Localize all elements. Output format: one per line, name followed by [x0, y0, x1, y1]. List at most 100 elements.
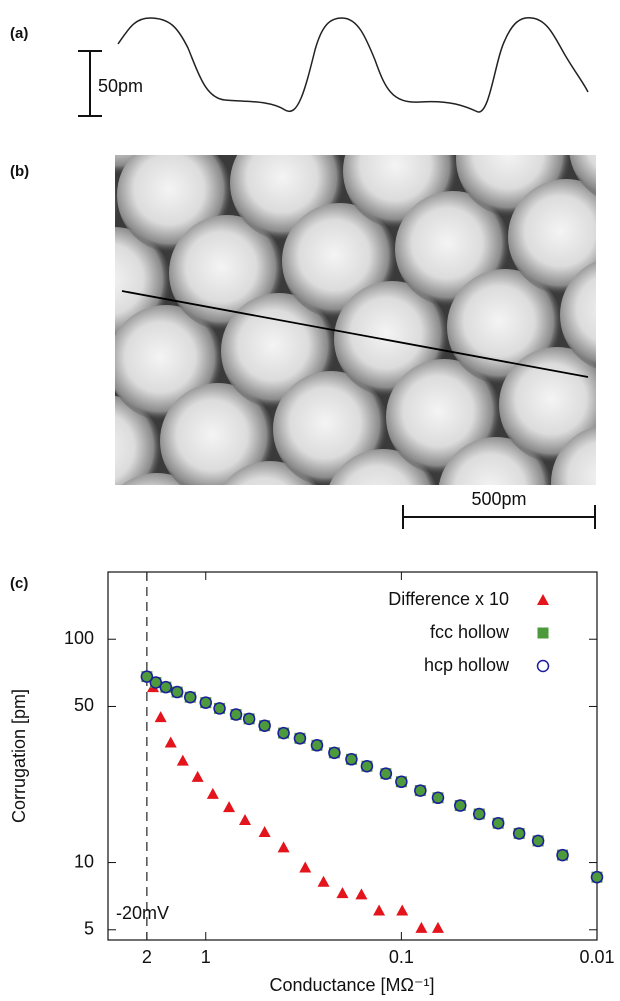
marker — [213, 702, 226, 715]
marker — [328, 746, 341, 760]
marker — [395, 776, 407, 788]
marker — [277, 841, 290, 853]
panel-label: (a) — [10, 25, 28, 42]
atom — [560, 261, 596, 369]
marker — [191, 770, 204, 782]
y-tick-label: 100 — [64, 628, 94, 648]
marker — [431, 921, 444, 933]
marker — [396, 904, 409, 916]
marker — [414, 785, 426, 797]
marker — [557, 849, 569, 861]
marker — [214, 702, 226, 714]
marker — [170, 685, 184, 699]
panel-label: (b) — [10, 163, 29, 180]
marker — [492, 817, 504, 829]
scale-bar-label: 500pm — [471, 489, 526, 509]
marker — [328, 747, 340, 759]
legend-marker — [537, 594, 549, 605]
panel-label: (c) — [10, 575, 28, 592]
atom — [569, 155, 596, 197]
marker — [355, 888, 368, 900]
reference-label: -20mV — [116, 903, 169, 923]
marker — [184, 690, 197, 704]
stm-image — [115, 155, 596, 485]
marker — [299, 861, 312, 873]
marker — [154, 711, 167, 723]
marker — [176, 754, 189, 766]
marker — [591, 871, 603, 883]
marker — [395, 775, 408, 789]
x-axis-label: Conductance [MΩ⁻¹] — [269, 975, 434, 995]
marker — [432, 792, 444, 804]
marker — [294, 732, 306, 744]
marker — [373, 904, 386, 916]
marker — [184, 691, 196, 703]
atom — [160, 383, 276, 485]
marker — [258, 719, 271, 732]
y-tick-label: 5 — [84, 919, 94, 939]
marker — [149, 676, 163, 689]
marker — [473, 808, 485, 820]
y-axis-label: Corrugation [pm] — [9, 689, 29, 823]
legend-label: fcc hollow — [430, 622, 510, 642]
marker — [531, 834, 545, 848]
marker — [200, 697, 212, 709]
marker — [472, 807, 486, 821]
line-profile — [117, 16, 589, 113]
marker — [310, 739, 324, 752]
marker — [380, 768, 392, 780]
y-tick-label: 50 — [74, 695, 94, 715]
marker — [360, 759, 374, 773]
marker — [259, 720, 271, 732]
marker — [160, 681, 172, 693]
x-tick-label: 0.1 — [389, 947, 414, 967]
scale-bar-label: 50pm — [98, 76, 143, 96]
legend-marker — [537, 627, 549, 639]
atom — [551, 426, 596, 485]
marker — [556, 848, 569, 862]
marker — [258, 826, 271, 838]
marker — [171, 686, 183, 698]
x-tick-label: 2 — [142, 947, 152, 967]
plot-frame — [107, 571, 598, 941]
marker — [199, 696, 213, 709]
legend-label: Difference x 10 — [388, 589, 509, 609]
marker — [243, 713, 255, 725]
marker — [150, 677, 162, 689]
marker — [590, 870, 604, 884]
marker — [140, 670, 154, 683]
marker — [512, 827, 526, 840]
marker — [454, 799, 467, 812]
y-tick-label: 10 — [74, 851, 94, 871]
marker — [159, 680, 173, 694]
legend-label: hcp hollow — [424, 655, 510, 675]
marker — [164, 736, 177, 748]
legend-marker — [536, 659, 550, 673]
marker — [345, 753, 358, 766]
marker — [206, 787, 219, 799]
marker — [242, 712, 256, 726]
marker — [491, 816, 505, 830]
marker — [311, 739, 323, 751]
marker — [239, 814, 252, 826]
marker — [230, 709, 242, 721]
marker — [532, 835, 544, 847]
marker — [513, 827, 525, 839]
marker — [414, 784, 427, 797]
atom — [508, 179, 596, 295]
marker — [317, 875, 330, 887]
marker — [415, 921, 428, 933]
marker — [293, 732, 307, 745]
marker — [223, 801, 236, 813]
marker — [454, 800, 466, 812]
marker — [345, 753, 357, 765]
marker — [336, 887, 349, 899]
atom — [499, 347, 596, 463]
marker — [431, 791, 445, 805]
marker — [361, 760, 373, 772]
x-tick-label: 0.01 — [579, 947, 614, 967]
marker — [277, 726, 290, 740]
marker — [141, 671, 153, 683]
